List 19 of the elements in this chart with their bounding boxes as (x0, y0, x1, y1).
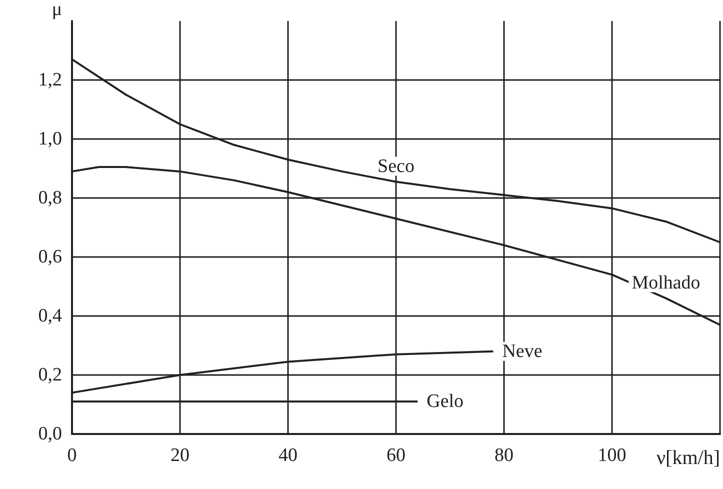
y-tick-label: 1,2 (38, 70, 62, 90)
series-label: Neve (502, 340, 542, 362)
y-tick-label: 0,2 (38, 364, 62, 386)
series-label: Seco (378, 156, 414, 177)
y-tick-label: 0,6 (38, 246, 62, 268)
x-tick-label: 80 (494, 445, 514, 466)
y-tick-label: 1,0 (38, 128, 62, 150)
x-tick-label: 100 (598, 445, 626, 466)
series-label: Gelo (426, 391, 464, 412)
x-tick-label: 40 (278, 445, 298, 466)
y-tick-label: 0,4 (38, 306, 62, 326)
x-tick-label: 20 (170, 445, 190, 466)
x-axis-title: ν[km/h] (656, 447, 720, 469)
y-axis-title: μ (52, 0, 62, 20)
x-tick-label: 0 (67, 445, 77, 466)
y-tick-label: 0,8 (38, 188, 62, 208)
y-tick-label: 0,0 (38, 424, 62, 444)
series-label: Molhado (632, 272, 700, 294)
x-tick-label: 60 (386, 445, 406, 466)
